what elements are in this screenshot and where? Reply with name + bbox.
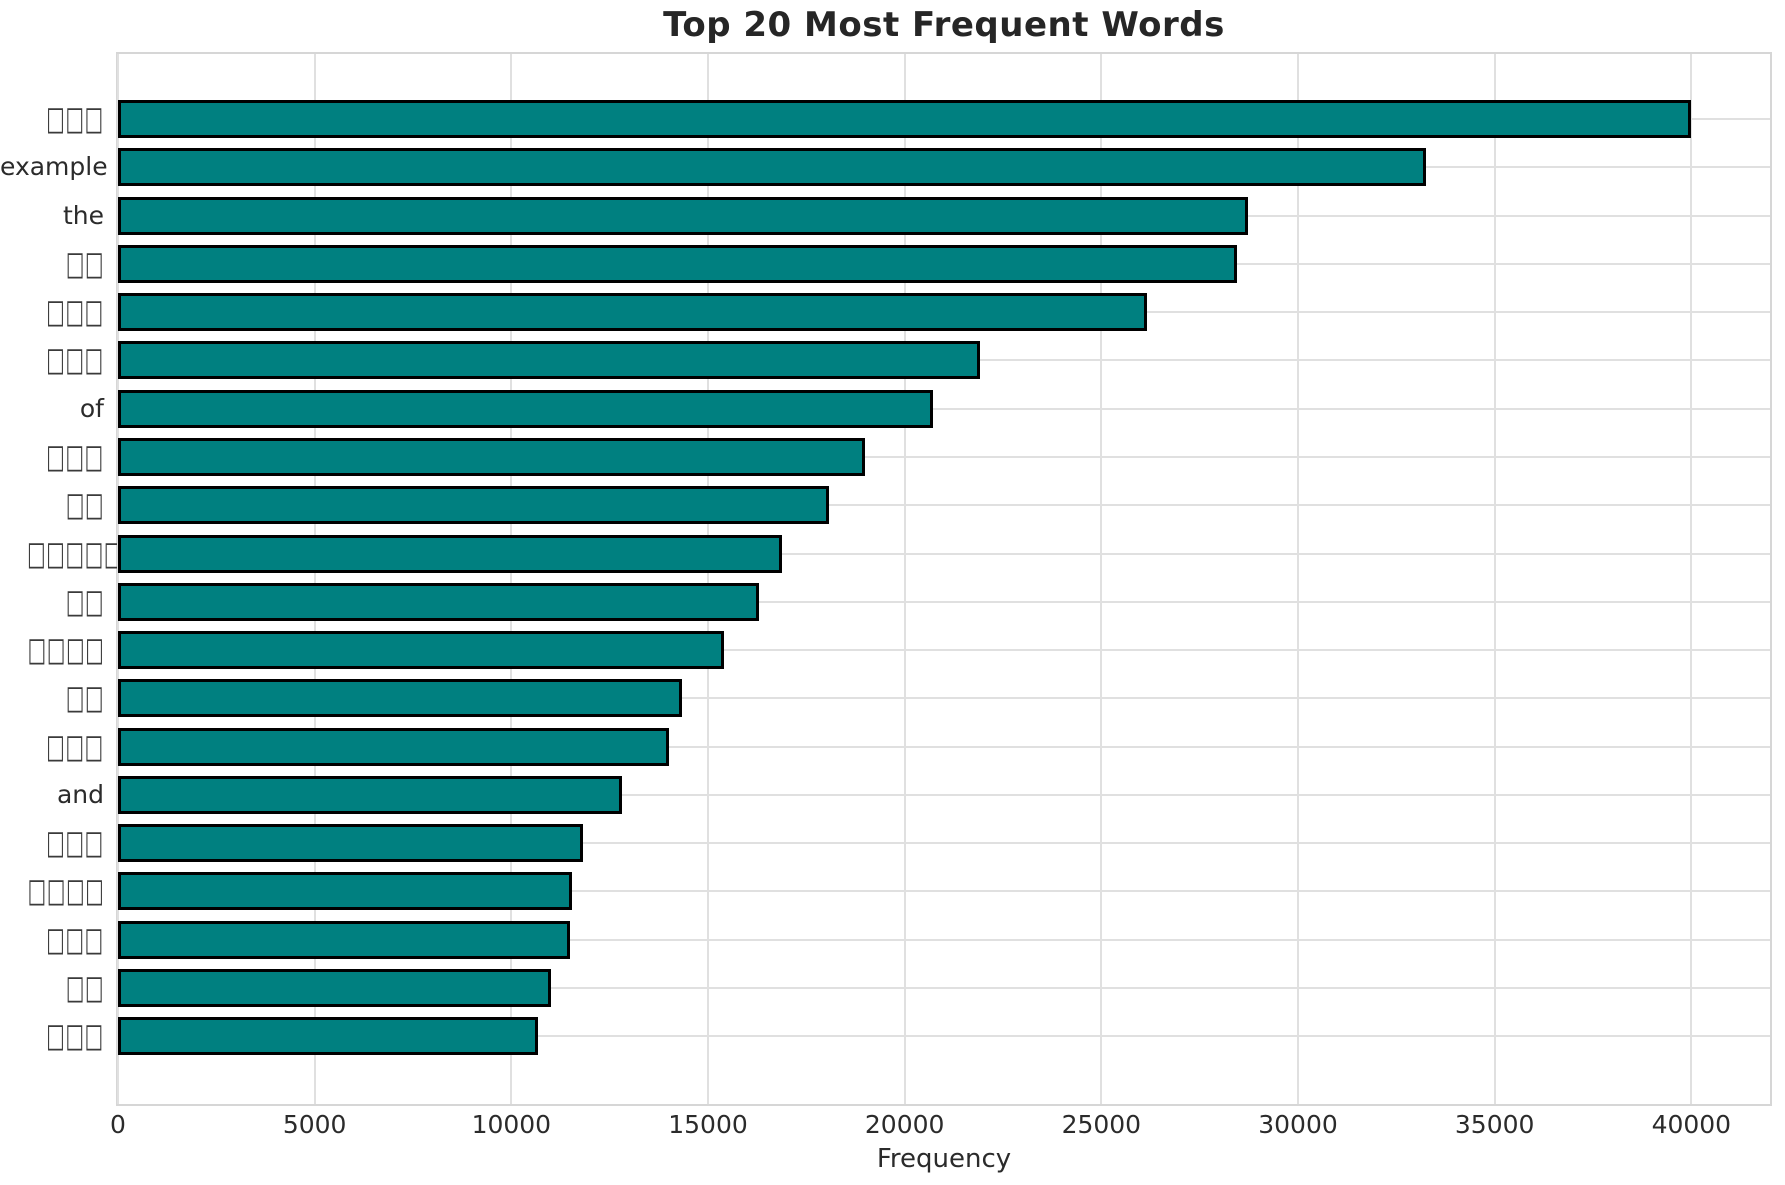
y-tick-label: example <box>0 152 108 182</box>
x-gridline <box>313 54 316 1104</box>
bar <box>118 534 783 573</box>
bar <box>118 437 866 476</box>
bar <box>118 486 830 525</box>
y-gridline <box>118 987 1770 990</box>
x-tick-label: 40000 <box>1651 1110 1732 1139</box>
bar <box>118 824 584 863</box>
y-tick-label: □□ <box>65 678 104 717</box>
y-gridline <box>118 552 1770 555</box>
bar <box>118 969 552 1008</box>
y-tick-label: of <box>79 393 104 423</box>
y-tick-label: □□ <box>65 485 104 524</box>
bar <box>118 727 669 766</box>
bar <box>118 100 1692 138</box>
chart-title: Top 20 Most Frequent Words <box>663 5 1225 45</box>
x-gridline <box>510 54 513 1104</box>
bar <box>118 341 980 380</box>
y-gridline <box>118 649 1770 652</box>
x-gridline <box>1100 54 1103 1104</box>
x-tick-label: 15000 <box>668 1110 748 1139</box>
y-gridline <box>118 600 1770 603</box>
bar <box>118 196 1248 235</box>
bar <box>118 920 570 959</box>
y-gridline <box>118 842 1770 845</box>
bar <box>118 244 1238 283</box>
y-gridline <box>118 697 1770 700</box>
y-axis-tick-labels: □□□ example the □□ □□□ □□□ of □□□ □□ □□□□□ □□ □□□□ □… <box>0 54 124 1104</box>
x-gridline <box>1297 54 1299 1104</box>
y-tick-label: □□□ <box>46 823 104 862</box>
y-gridline <box>118 793 1770 796</box>
y-tick-label: □□□ <box>46 292 104 331</box>
y-gridline <box>118 890 1770 893</box>
y-tick-label: □□ <box>65 244 104 283</box>
x-tick-label: 5000 <box>282 1110 347 1139</box>
y-gridline <box>118 504 1770 507</box>
x-tick-label: 0 <box>110 1110 126 1139</box>
x-gridline <box>117 54 119 1104</box>
y-tick-label: □□□ <box>46 340 104 379</box>
x-axis-tick-labels: 0 5000 10000 15000 20000 25000 30000 35000 40000 <box>110 1110 1770 1144</box>
y-tick-label: □□□□ <box>27 871 104 910</box>
bar <box>118 679 683 718</box>
x-tick-label: 25000 <box>1061 1110 1142 1139</box>
bar <box>118 389 933 428</box>
y-tick-label: □□□□ <box>27 630 104 669</box>
bar <box>118 582 759 621</box>
y-tick-label: □□ <box>65 968 104 1007</box>
y-gridline <box>118 745 1770 748</box>
x-tick-label: 10000 <box>471 1110 552 1139</box>
y-tick-label: □□□□□ <box>27 533 124 572</box>
x-gridline <box>903 54 906 1104</box>
x-gridline <box>1493 54 1496 1104</box>
y-tick-label: and <box>56 779 104 809</box>
x-gridline <box>1690 54 1693 1104</box>
x-tick-label: 35000 <box>1454 1110 1535 1139</box>
y-tick-label: □□□ <box>46 1016 104 1055</box>
bar <box>118 148 1426 187</box>
y-gridline <box>118 938 1770 941</box>
x-tick-label: 30000 <box>1258 1110 1338 1139</box>
y-tick-label: □□□ <box>46 437 104 476</box>
bar <box>118 872 572 911</box>
y-gridline <box>118 1035 1770 1038</box>
bar <box>118 293 1147 332</box>
x-tick-label: 20000 <box>864 1110 945 1139</box>
y-tick-label: □□□ <box>46 726 104 766</box>
plot-area <box>116 52 1772 1106</box>
x-axis-title: Frequency <box>876 1144 1012 1174</box>
y-gridline <box>118 455 1770 458</box>
y-tick-label: □□ <box>65 581 104 621</box>
y-tick-label: the <box>62 200 104 230</box>
y-tick-label: □□□ <box>46 99 104 138</box>
x-gridline <box>707 54 709 1104</box>
y-tick-label: □□□ <box>46 919 104 959</box>
bar <box>118 631 724 670</box>
y-gridline <box>118 407 1770 410</box>
bar <box>118 1017 539 1056</box>
bar <box>118 775 623 814</box>
